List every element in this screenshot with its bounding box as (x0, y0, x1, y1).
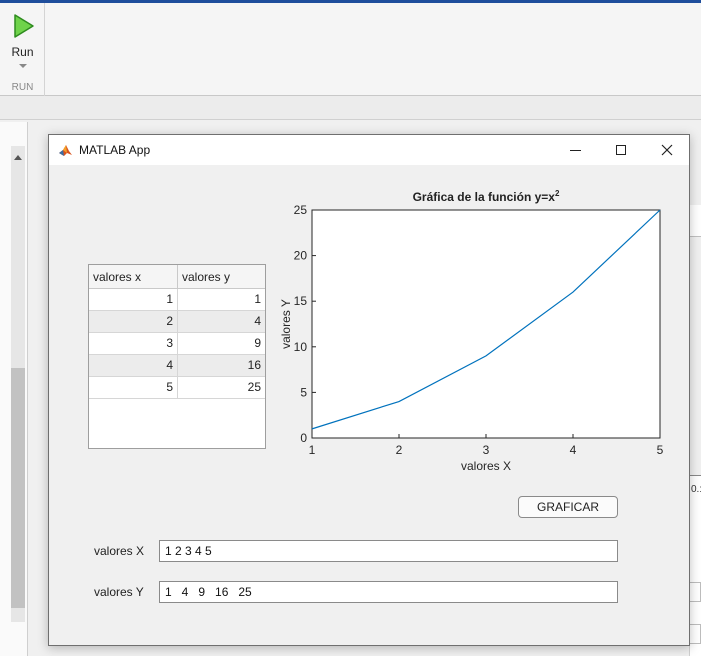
cell-y[interactable]: 25 (247, 380, 261, 394)
right-panel-strip (689, 236, 701, 476)
cell-x[interactable]: 5 (89, 377, 178, 399)
run-button[interactable]: Run (11, 45, 34, 59)
x-tick-label: 1 (309, 443, 316, 457)
y-tick-label: 5 (300, 385, 307, 399)
address-bar (0, 96, 701, 120)
right-panel-field (689, 624, 701, 644)
x-axis-label: valores X (461, 459, 511, 473)
cell-y[interactable]: 16 (247, 358, 261, 372)
toolstrip: Run RUN (0, 3, 701, 96)
chart-title: Gráfica de la función y=x2 (413, 189, 560, 204)
cell-y[interactable]: 9 (254, 336, 261, 350)
y-tick-label: 20 (294, 249, 308, 263)
data-table[interactable]: valores x valores y 1 1 2 4 3 9 4 16 5 2… (88, 264, 266, 449)
scroll-up-icon[interactable] (14, 155, 22, 160)
maximize-button[interactable] (598, 135, 644, 165)
column-header-x[interactable]: valores x (89, 265, 178, 289)
chart: 1 2 3 4 5 0 5 10 15 20 25 Gráfica de la función y=… (279, 189, 664, 473)
play-icon[interactable] (12, 13, 36, 39)
right-panel-field (689, 582, 701, 602)
run-dropdown-icon[interactable] (19, 64, 27, 68)
cell-x[interactable]: 4 (89, 355, 178, 377)
cell-x[interactable]: 2 (89, 311, 178, 333)
minimize-button[interactable] (552, 135, 598, 165)
y-axis-label: valores Y (279, 299, 293, 349)
app-window: MATLAB App valores x valores y 1 1 2 4 3… (48, 134, 690, 646)
y-tick-label: 25 (294, 203, 308, 217)
y-values-input[interactable]: 1 4 9 16 25 (159, 581, 618, 603)
x-tick-label: 3 (483, 443, 490, 457)
y-values-label: valores Y (94, 585, 144, 599)
x-tick-label: 2 (396, 443, 403, 457)
cell-y[interactable]: 4 (254, 314, 261, 328)
column-header-y[interactable]: valores y (182, 270, 231, 284)
y-tick-label: 15 (294, 294, 308, 308)
graficar-button[interactable]: GRAFICAR (518, 496, 618, 518)
run-section-label: RUN (11, 82, 34, 93)
cell-y[interactable]: 1 (254, 292, 261, 306)
ide-top-border (0, 0, 701, 3)
x-values-input[interactable]: 1 2 3 4 5 (159, 540, 618, 562)
right-panel-text: 0.: (691, 484, 701, 495)
x-tick-label: 4 (570, 443, 577, 457)
scrollbar-thumb[interactable] (11, 368, 25, 608)
y-tick-label: 10 (294, 340, 308, 354)
matlab-logo-icon (58, 143, 73, 158)
title-bar[interactable]: MATLAB App (49, 135, 689, 165)
table-row[interactable]: 1 1 (89, 289, 265, 311)
table-row[interactable]: 5 25 (89, 377, 265, 399)
window-title: MATLAB App (79, 143, 151, 157)
y-tick-label: 0 (300, 431, 307, 445)
cell-x[interactable]: 3 (89, 333, 178, 355)
series-line (311, 209, 661, 430)
table-row[interactable]: 2 4 (89, 311, 265, 333)
close-icon (661, 144, 673, 156)
minimize-icon (569, 149, 581, 151)
table-header: valores x valores y (89, 265, 265, 289)
run-group: Run RUN (0, 3, 45, 96)
table-row[interactable]: 3 9 (89, 333, 265, 355)
close-button[interactable] (644, 135, 690, 165)
table-row[interactable]: 4 16 (89, 355, 265, 377)
x-values-label: valores X (94, 544, 145, 558)
cell-x[interactable]: 1 (89, 289, 178, 311)
maximize-icon (616, 145, 626, 155)
x-tick-label: 5 (657, 443, 664, 457)
